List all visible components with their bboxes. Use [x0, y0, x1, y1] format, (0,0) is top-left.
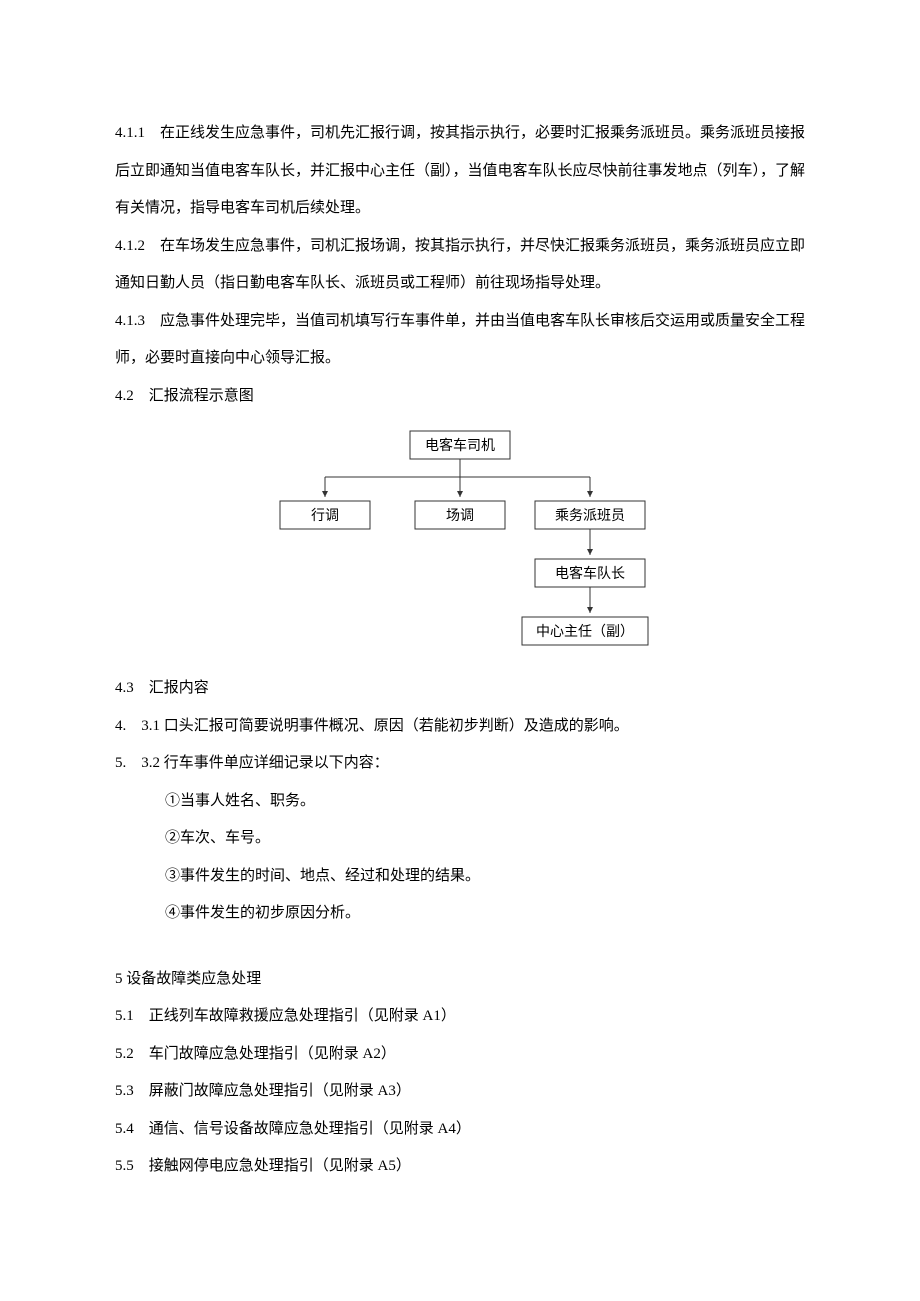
- flowchart-report-process: 电客车司机 行调 场调 乘务派班员 电客车队长 中心主任（副）: [270, 425, 650, 660]
- paragraph-4-3-2: 5. 3.2 行车事件单应详细记录以下内容：: [115, 745, 805, 783]
- paragraph-4-1-3: 4.1.3 应急事件处理完毕，当值司机填写行车事件单，并由当值电客车队长审核后交…: [115, 303, 805, 378]
- paragraph-5-3: 5.3 屏蔽门故障应急处理指引（见附录 A3）: [115, 1073, 805, 1111]
- paragraph-5-2: 5.2 车门故障应急处理指引（见附录 A2）: [115, 1036, 805, 1074]
- paragraph-4-3-1: 4. 3.1 口头汇报可简要说明事件概况、原因（若能初步判断）及造成的影响。: [115, 708, 805, 746]
- flow-node-r3-label: 中心主任（副）: [536, 624, 634, 640]
- flowchart-svg: 电客车司机 行调 场调 乘务派班员 电客车队长 中心主任（副）: [270, 425, 650, 655]
- flow-node-left-label: 行调: [311, 508, 339, 524]
- paragraph-5-1: 5.1 正线列车故障救援应急处理指引（见附录 A1）: [115, 998, 805, 1036]
- flow-node-mid-label: 场调: [446, 508, 474, 524]
- spacer: [115, 933, 805, 961]
- heading-5: 5 设备故障类应急处理: [115, 961, 805, 999]
- flow-node-top-label: 电客车司机: [425, 437, 495, 454]
- list-item-4: ④事件发生的初步原因分析。: [115, 895, 805, 933]
- paragraph-5-5: 5.5 接触网停电应急处理指引（见附录 A5）: [115, 1148, 805, 1186]
- heading-4-3: 4.3 汇报内容: [115, 670, 805, 708]
- list-item-3: ③事件发生的时间、地点、经过和处理的结果。: [115, 858, 805, 896]
- list-item-2: ②车次、车号。: [115, 820, 805, 858]
- list-item-1: ①当事人姓名、职务。: [115, 783, 805, 821]
- flow-node-right-label: 乘务派班员: [555, 508, 625, 524]
- paragraph-5-4: 5.4 通信、信号设备故障应急处理指引（见附录 A4）: [115, 1111, 805, 1149]
- document-page: 4.1.1 在正线发生应急事件，司机先汇报行调，按其指示执行，必要时汇报乘务派班…: [0, 0, 920, 1301]
- paragraph-4-1-2: 4.1.2 在车场发生应急事件，司机汇报场调，按其指示执行，并尽快汇报乘务派班员…: [115, 228, 805, 303]
- paragraph-4-1-1: 4.1.1 在正线发生应急事件，司机先汇报行调，按其指示执行，必要时汇报乘务派班…: [115, 115, 805, 228]
- heading-4-2: 4.2 汇报流程示意图: [115, 378, 805, 416]
- flow-node-r2-label: 电客车队长: [555, 565, 625, 582]
